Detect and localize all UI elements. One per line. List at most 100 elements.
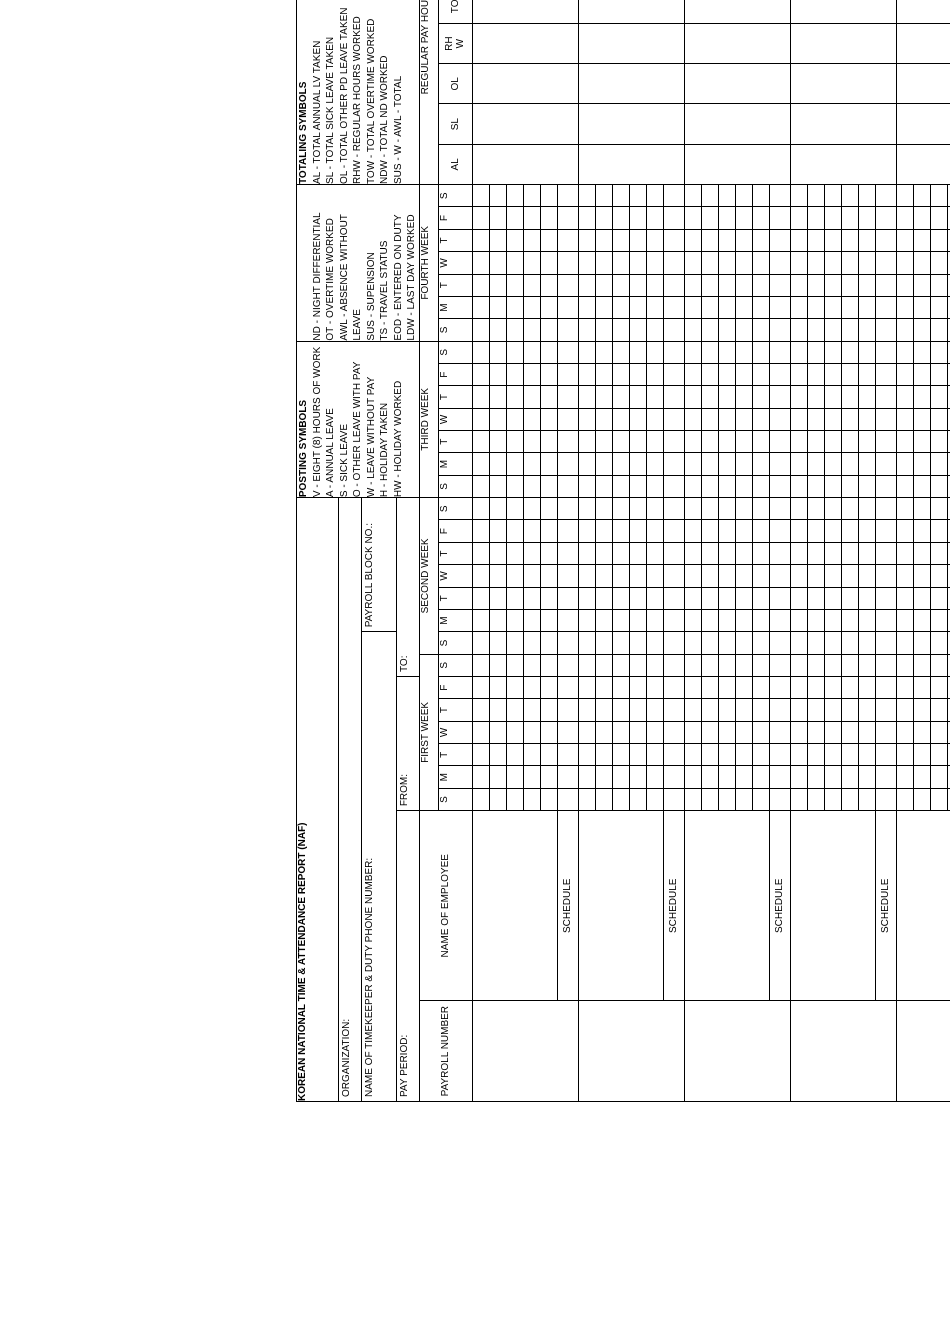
day-cell[interactable] xyxy=(858,744,875,766)
day-cell[interactable] xyxy=(841,475,858,497)
day-cell[interactable] xyxy=(629,274,646,296)
day-cell[interactable] xyxy=(807,498,824,520)
day-cell[interactable] xyxy=(489,766,506,788)
day-cell[interactable] xyxy=(752,207,769,229)
day-cell[interactable] xyxy=(506,520,523,542)
day-cell[interactable] xyxy=(684,677,701,699)
day-cell[interactable] xyxy=(472,207,489,229)
day-cell[interactable] xyxy=(930,274,947,296)
day-cell[interactable] xyxy=(489,788,506,810)
day-cell[interactable] xyxy=(824,363,841,385)
day-cell[interactable] xyxy=(701,677,718,699)
day-cell[interactable] xyxy=(752,319,769,341)
day-cell[interactable] xyxy=(506,766,523,788)
schedule-day-cell[interactable] xyxy=(769,632,790,654)
day-cell[interactable] xyxy=(701,565,718,587)
day-cell[interactable] xyxy=(752,453,769,475)
day-cell[interactable] xyxy=(913,654,930,676)
day-cell[interactable] xyxy=(858,520,875,542)
day-cell[interactable] xyxy=(824,654,841,676)
day-cell[interactable] xyxy=(752,341,769,363)
schedule-day-cell[interactable] xyxy=(769,185,790,207)
day-cell[interactable] xyxy=(629,609,646,631)
day-cell[interactable] xyxy=(896,408,913,430)
day-cell[interactable] xyxy=(629,677,646,699)
day-cell[interactable] xyxy=(472,453,489,475)
schedule-day-cell[interactable] xyxy=(769,475,790,497)
day-cell[interactable] xyxy=(701,721,718,743)
day-cell[interactable] xyxy=(472,788,489,810)
day-cell[interactable] xyxy=(506,498,523,520)
day-cell[interactable] xyxy=(807,677,824,699)
day-cell[interactable] xyxy=(841,788,858,810)
schedule-day-cell[interactable] xyxy=(769,654,790,676)
day-cell[interactable] xyxy=(718,296,735,318)
day-cell[interactable] xyxy=(489,453,506,475)
day-cell[interactable] xyxy=(896,341,913,363)
schedule-day-cell[interactable] xyxy=(557,699,578,721)
schedule-day-cell[interactable] xyxy=(663,475,684,497)
day-cell[interactable] xyxy=(506,699,523,721)
day-cell[interactable] xyxy=(858,408,875,430)
day-cell[interactable] xyxy=(523,721,540,743)
day-cell[interactable] xyxy=(540,207,557,229)
day-cell[interactable] xyxy=(646,408,663,430)
day-cell[interactable] xyxy=(523,744,540,766)
day-cell[interactable] xyxy=(612,252,629,274)
day-cell[interactable] xyxy=(858,319,875,341)
day-cell[interactable] xyxy=(595,498,612,520)
schedule-day-cell[interactable] xyxy=(875,229,896,251)
day-cell[interactable] xyxy=(684,520,701,542)
day-cell[interactable] xyxy=(506,229,523,251)
day-cell[interactable] xyxy=(701,363,718,385)
day-cell[interactable] xyxy=(807,699,824,721)
day-cell[interactable] xyxy=(578,565,595,587)
reg-pay-cell[interactable] xyxy=(472,0,578,23)
day-cell[interactable] xyxy=(718,319,735,341)
day-cell[interactable] xyxy=(807,252,824,274)
reg-pay-cell[interactable] xyxy=(578,23,684,63)
day-cell[interactable] xyxy=(701,453,718,475)
day-cell[interactable] xyxy=(930,319,947,341)
day-cell[interactable] xyxy=(472,565,489,587)
day-cell[interactable] xyxy=(489,475,506,497)
day-cell[interactable] xyxy=(540,721,557,743)
day-cell[interactable] xyxy=(896,363,913,385)
day-cell[interactable] xyxy=(807,296,824,318)
day-cell[interactable] xyxy=(684,207,701,229)
day-cell[interactable] xyxy=(913,386,930,408)
day-cell[interactable] xyxy=(472,654,489,676)
day-cell[interactable] xyxy=(506,431,523,453)
day-cell[interactable] xyxy=(752,721,769,743)
schedule-day-cell[interactable] xyxy=(875,766,896,788)
day-cell[interactable] xyxy=(752,386,769,408)
day-cell[interactable] xyxy=(629,453,646,475)
day-cell[interactable] xyxy=(858,632,875,654)
day-cell[interactable] xyxy=(612,475,629,497)
day-cell[interactable] xyxy=(540,229,557,251)
schedule-day-cell[interactable] xyxy=(875,408,896,430)
day-cell[interactable] xyxy=(595,766,612,788)
day-cell[interactable] xyxy=(540,475,557,497)
day-cell[interactable] xyxy=(896,542,913,564)
schedule-day-cell[interactable] xyxy=(875,744,896,766)
day-cell[interactable] xyxy=(612,341,629,363)
day-cell[interactable] xyxy=(629,386,646,408)
schedule-day-cell[interactable] xyxy=(769,296,790,318)
day-cell[interactable] xyxy=(472,185,489,207)
day-cell[interactable] xyxy=(578,252,595,274)
day-cell[interactable] xyxy=(735,788,752,810)
day-cell[interactable] xyxy=(718,520,735,542)
day-cell[interactable] xyxy=(540,609,557,631)
day-cell[interactable] xyxy=(684,498,701,520)
day-cell[interactable] xyxy=(858,565,875,587)
day-cell[interactable] xyxy=(629,654,646,676)
day-cell[interactable] xyxy=(735,699,752,721)
schedule-day-cell[interactable] xyxy=(663,632,684,654)
day-cell[interactable] xyxy=(913,252,930,274)
reg-pay-cell[interactable] xyxy=(472,64,578,104)
day-cell[interactable] xyxy=(701,386,718,408)
day-cell[interactable] xyxy=(841,677,858,699)
day-cell[interactable] xyxy=(841,431,858,453)
day-cell[interactable] xyxy=(540,431,557,453)
